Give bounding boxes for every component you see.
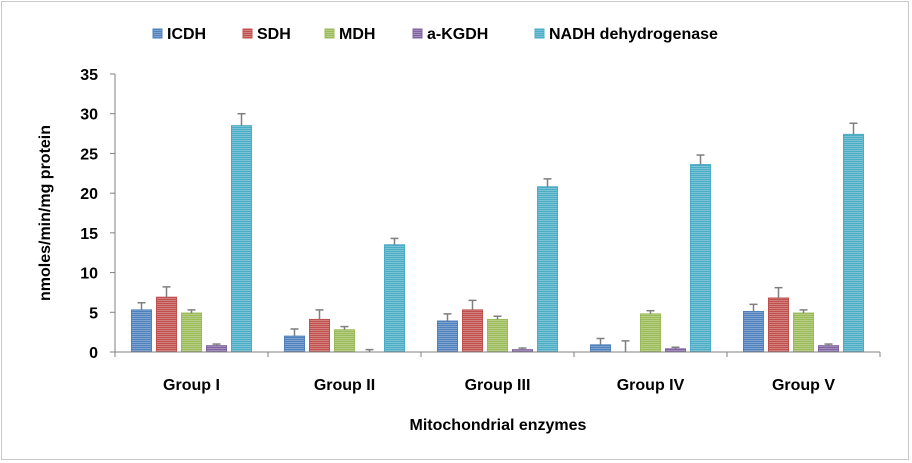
bars bbox=[131, 112, 864, 353]
error-bar-icdh-group-iv bbox=[596, 337, 605, 345]
y-tick-label: 35 bbox=[80, 67, 98, 84]
error-bar-icdh-group-iii bbox=[443, 313, 452, 322]
error-bar-a-kgdh-group-iii bbox=[518, 347, 527, 350]
bar-a-kgdh-group-i bbox=[206, 345, 227, 353]
legend-swatch bbox=[152, 28, 163, 39]
legend-item-nadh-dehydrogenase: NADH dehydrogenase bbox=[534, 26, 718, 43]
bar-sdh-group-i bbox=[156, 296, 177, 353]
error-bar-mdh-group-v bbox=[799, 309, 808, 314]
x-axis-title: Mitochondrial enzymes bbox=[410, 417, 587, 434]
legend-swatch bbox=[242, 28, 253, 39]
x-tick-label: Group I bbox=[163, 377, 220, 394]
error-bar-mdh-group-iv bbox=[646, 309, 655, 314]
bar-icdh-group-iv bbox=[590, 344, 611, 353]
y-tick-label: 30 bbox=[80, 107, 98, 124]
y-tick-label: 0 bbox=[89, 345, 98, 362]
legend-swatch bbox=[324, 28, 335, 39]
legend-label: a-KGDH bbox=[427, 26, 488, 43]
bar-sdh-group-ii bbox=[309, 318, 330, 353]
error-bar-sdh-group-iv bbox=[621, 340, 630, 352]
x-tick-label: Group II bbox=[314, 377, 375, 394]
legend-label: MDH bbox=[339, 26, 375, 43]
bar-mdh-group-iii bbox=[487, 318, 508, 353]
bar-icdh-group-i bbox=[131, 309, 152, 353]
error-bar-icdh-group-v bbox=[749, 303, 758, 312]
error-bar-nadh-dehydrogenase-group-i bbox=[237, 112, 246, 126]
bar-nadh-dehydrogenase-group-v bbox=[843, 133, 864, 353]
error-bar-a-kgdh-group-v bbox=[824, 343, 833, 346]
bar-mdh-group-ii bbox=[334, 329, 355, 353]
bar-sdh-group-iii bbox=[462, 309, 483, 353]
legend-label: ICDH bbox=[167, 26, 206, 43]
bar-mdh-group-iv bbox=[640, 313, 661, 353]
bar-a-kgdh-group-v bbox=[818, 345, 839, 353]
legend-swatch bbox=[412, 28, 423, 39]
bar-mdh-group-i bbox=[181, 312, 202, 353]
bar-mdh-group-v bbox=[793, 312, 814, 353]
error-bar-nadh-dehydrogenase-group-iii bbox=[543, 178, 552, 187]
legend-item-mdh: MDH bbox=[324, 26, 375, 43]
y-tick-label: 10 bbox=[80, 266, 98, 283]
bar-sdh-group-v bbox=[768, 297, 789, 353]
y-tick-label: 25 bbox=[80, 146, 98, 163]
error-bar-mdh-group-i bbox=[187, 309, 196, 314]
error-bar-mdh-group-iii bbox=[493, 315, 502, 320]
bar-nadh-dehydrogenase-group-iv bbox=[690, 164, 711, 353]
error-bar-icdh-group-i bbox=[137, 302, 146, 310]
y-tick-label: 20 bbox=[80, 186, 98, 203]
x-axis: Group I Group II Group III Group IV Group V bbox=[114, 351, 881, 394]
legend-item-a-kgdh: a-KGDH bbox=[412, 26, 488, 43]
bar-icdh-group-ii bbox=[284, 335, 305, 353]
error-bar-a-kgdh-group-i bbox=[212, 343, 221, 346]
legend-swatch bbox=[534, 28, 545, 39]
x-tick-label: Group V bbox=[772, 377, 835, 394]
x-tick-label: Group IV bbox=[617, 377, 685, 394]
error-bar-sdh-group-v bbox=[774, 286, 783, 298]
error-bar-nadh-dehydrogenase-group-iv bbox=[696, 154, 705, 165]
error-bar-icdh-group-ii bbox=[290, 328, 299, 337]
legend-item-icdh: ICDH bbox=[152, 26, 206, 43]
legend-label: NADH dehydrogenase bbox=[549, 26, 718, 43]
error-bar-nadh-dehydrogenase-group-v bbox=[849, 122, 858, 135]
bar-nadh-dehydrogenase-group-i bbox=[231, 125, 252, 353]
y-axis: 0 5 10 15 20 25 30 35 bbox=[80, 67, 116, 362]
error-bar-mdh-group-ii bbox=[340, 325, 349, 330]
bar-icdh-group-iii bbox=[437, 320, 458, 353]
y-axis-title: nmoles/min/mg protein bbox=[37, 125, 54, 301]
error-bar-sdh-group-iii bbox=[468, 299, 477, 310]
error-bar-sdh-group-ii bbox=[315, 309, 324, 320]
error-bar-a-kgdh-group-iv bbox=[671, 346, 680, 349]
bar-icdh-group-v bbox=[743, 310, 764, 353]
legend-label: SDH bbox=[257, 26, 291, 43]
legend-item-sdh: SDH bbox=[242, 26, 291, 43]
y-tick-label: 15 bbox=[80, 226, 98, 243]
legend: ICDH SDH MDH a-KGDH NADH dehydrogenase bbox=[152, 26, 718, 43]
y-tick-label: 5 bbox=[89, 305, 98, 322]
error-bar-nadh-dehydrogenase-group-ii bbox=[390, 237, 399, 245]
error-bar-sdh-group-i bbox=[162, 286, 171, 298]
bar-nadh-dehydrogenase-group-ii bbox=[384, 244, 405, 353]
bar-nadh-dehydrogenase-group-iii bbox=[537, 186, 558, 353]
x-tick-label: Group III bbox=[465, 377, 531, 394]
